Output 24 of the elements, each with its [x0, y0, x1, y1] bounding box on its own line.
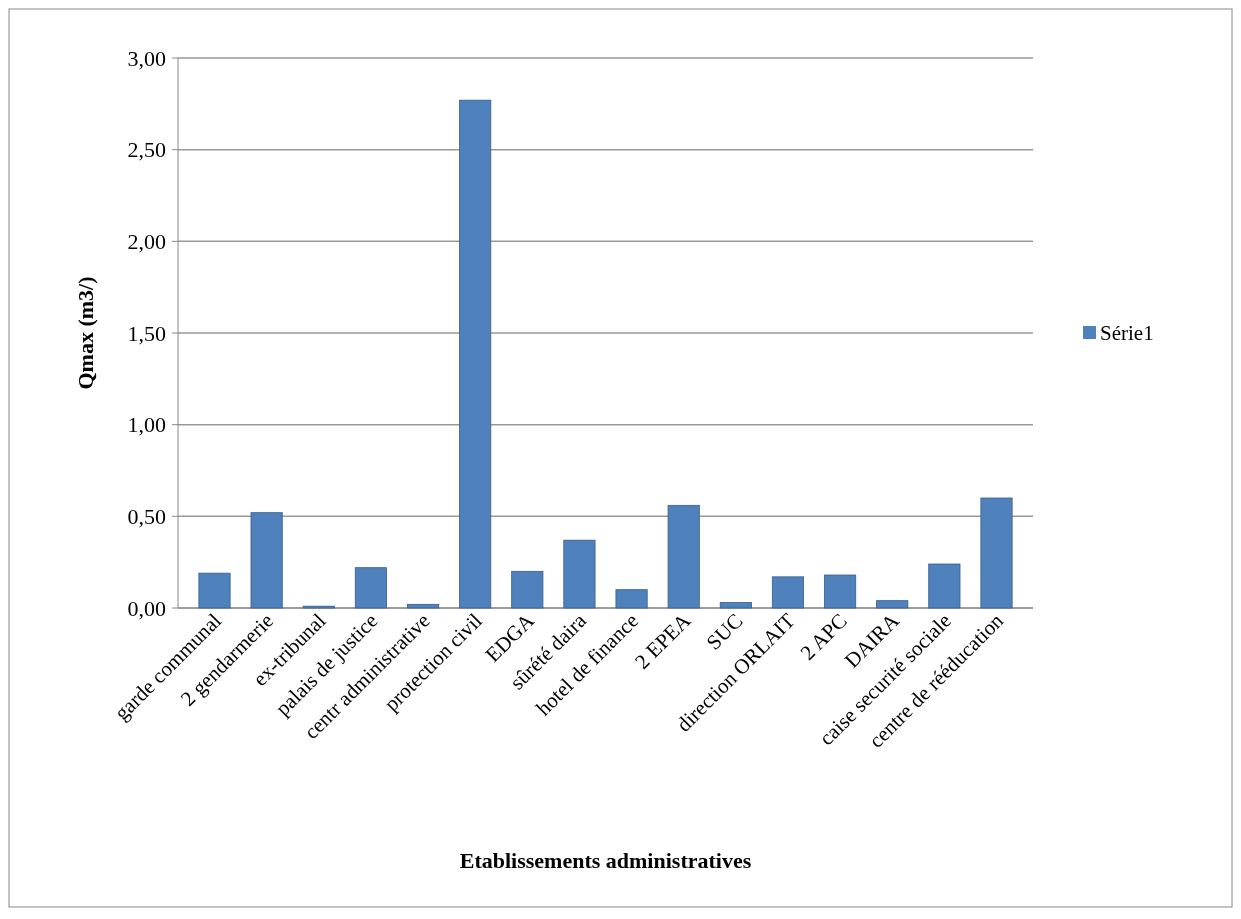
bar — [980, 497, 1013, 609]
y-axis-title: Qmax (m3/) — [73, 276, 98, 390]
y-tick-label: 0,50 — [127, 504, 166, 530]
bar — [198, 572, 231, 609]
legend-label: Série1 — [1100, 321, 1154, 346]
x-axis-title: Etablissements administratives — [459, 848, 752, 873]
bar — [771, 576, 805, 609]
bar — [511, 570, 544, 609]
y-tick-label: 2,50 — [127, 137, 166, 163]
bar — [876, 600, 909, 609]
y-tick-label: 3,00 — [127, 45, 166, 71]
y-tick-label: 1,50 — [127, 320, 166, 346]
bar — [719, 602, 752, 609]
bar — [667, 504, 700, 609]
bar — [928, 563, 961, 609]
bar — [459, 99, 492, 609]
bar — [250, 512, 283, 609]
bar — [354, 567, 387, 609]
bar — [824, 574, 857, 609]
y-tick-label: 1,00 — [127, 412, 166, 438]
bar — [563, 539, 596, 609]
bar — [406, 603, 440, 609]
y-tick-label: 2,00 — [127, 229, 166, 255]
bar — [615, 589, 648, 609]
